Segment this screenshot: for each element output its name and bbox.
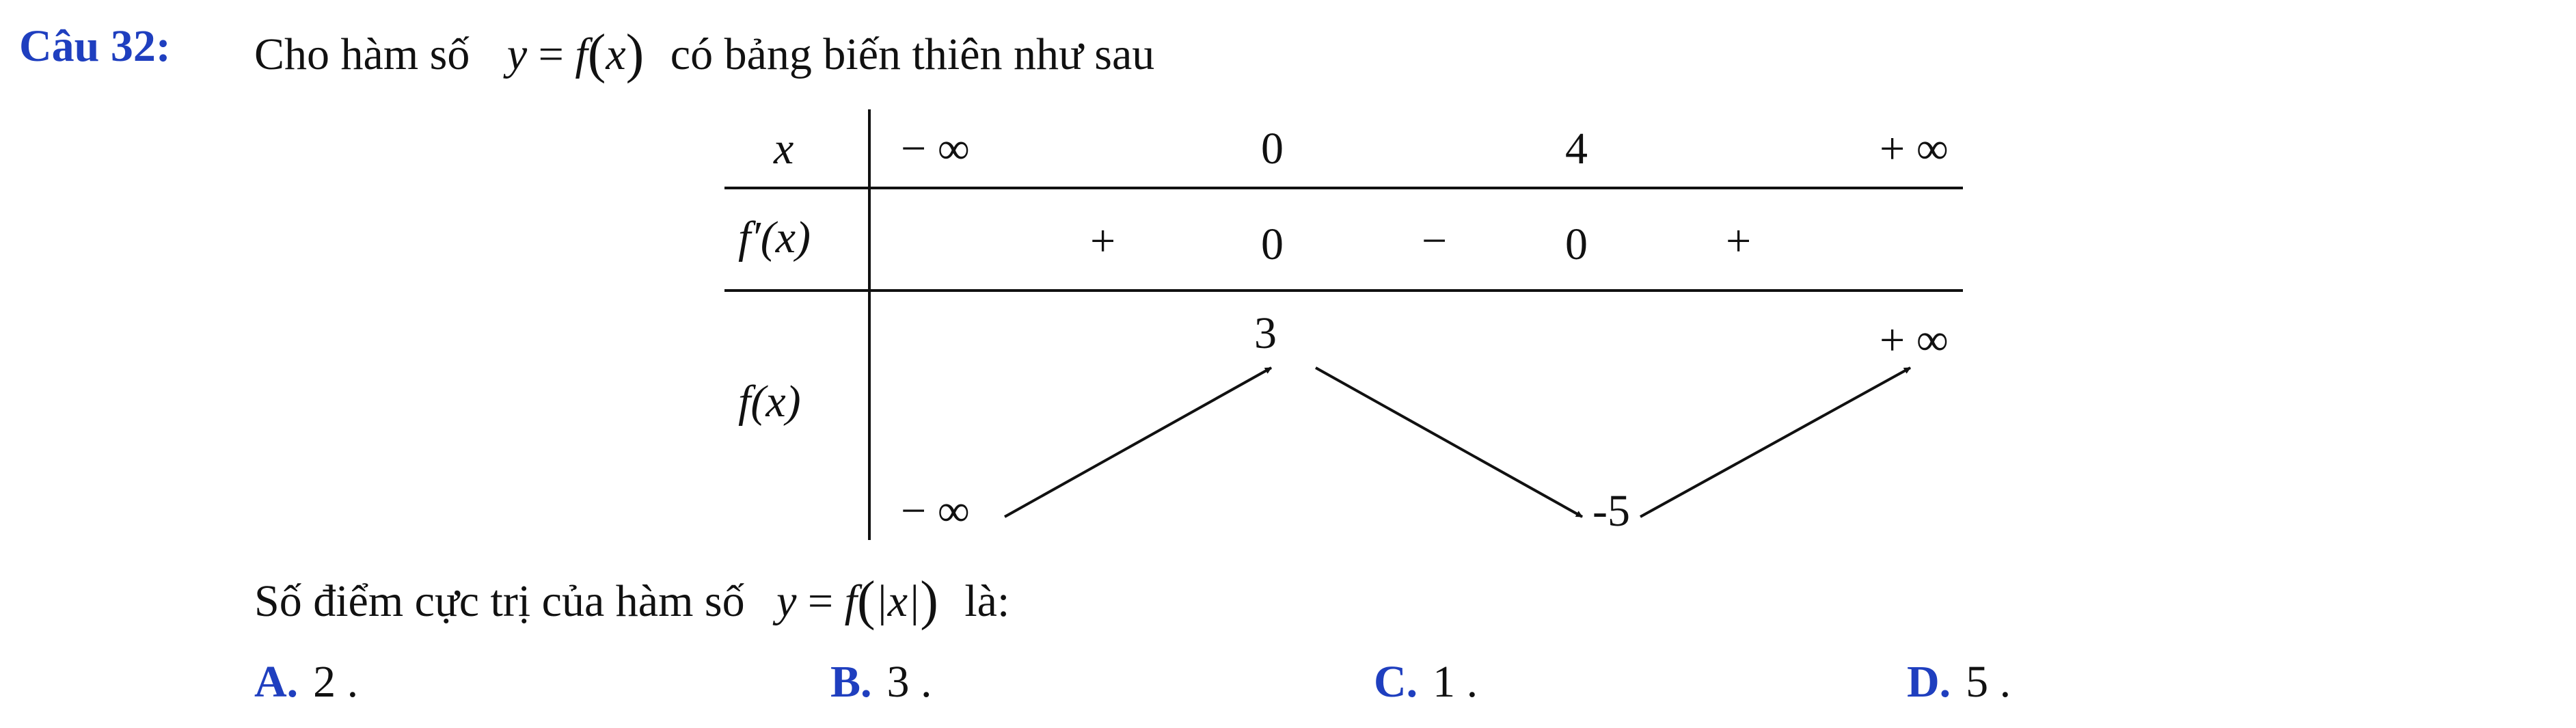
x-value: 0 [1261,124,1284,174]
fprime-value: 0 [1565,219,1588,269]
question-prompt: Số điểm cực trị của hàm số y = f(|x|) là… [254,567,1010,631]
option-c[interactable]: C. 1 . [1374,656,1478,708]
option-text: 1 . [1433,657,1478,707]
option-letter: A. [254,657,299,707]
question-suffix: có bảng biến thiên như sau [670,29,1155,79]
arrow-increase-2 [1640,366,1911,518]
question-intro: Cho hàm số [254,29,470,79]
arrow-increase-1 [1004,366,1272,518]
option-letter: B. [830,657,872,707]
prompt-formula-rparen: ) [920,571,938,631]
fprime-value: 0 [1261,219,1284,269]
fprime-value: − [1422,216,1448,266]
option-d[interactable]: D. 5 . [1907,656,2011,708]
prompt-suffix: là: [964,576,1010,626]
fprime-value: + [1726,216,1752,266]
formula-lparen: ( [587,24,606,84]
option-text: 3 . [886,657,932,707]
question-number: Câu 32: [19,21,171,71]
option-b[interactable]: B. 3 . [830,656,932,708]
formula-fn: f [575,29,588,79]
x-value: 4 [1565,124,1588,174]
prompt-formula-lhs: y [776,576,797,626]
formula-eq: = [538,29,564,79]
option-text: 2 . [313,657,359,707]
prompt-formula-eq: = [807,576,834,626]
row-label-f: f(x) [738,377,801,427]
option-text: 5 . [1966,657,2011,707]
f-value-start: − ∞ [901,486,970,536]
formula-lhs: y [506,29,528,79]
row-label-x: x [774,124,794,174]
option-a[interactable]: A. 2 . [254,656,358,708]
prompt-formula-lparen: ( [856,571,876,631]
question-text: Cho hàm số y = f(x) có bảng biến thiên n… [254,21,1155,84]
prompt-formula: y = f(|x|) [776,571,949,631]
option-letter: D. [1907,657,1951,707]
formula-rparen: ) [625,24,645,84]
option-letter: C. [1374,657,1418,707]
row-label-fprime: f′(x) [738,213,811,262]
f-value-end: + ∞ [1880,315,1949,365]
x-value: − ∞ [901,124,970,174]
variation-table-lines [724,109,1963,540]
prompt-formula-fn: f [844,576,857,626]
fprime-value: + [1090,216,1116,266]
variation-table: x f′(x) f(x) − ∞ 0 4 + ∞ + 0 − 0 + − ∞ 3… [724,103,1982,540]
prompt-formula-abs: |x| [875,576,921,626]
arrow-decrease [1315,366,1583,518]
f-value-min: -5 [1592,486,1630,536]
f-value-max: 3 [1254,308,1277,358]
prompt-prefix: Số điểm cực trị của hàm số [254,576,745,626]
x-value: + ∞ [1880,124,1949,174]
formula-var: x [606,29,626,79]
question-formula: y = f(x) [506,24,655,84]
